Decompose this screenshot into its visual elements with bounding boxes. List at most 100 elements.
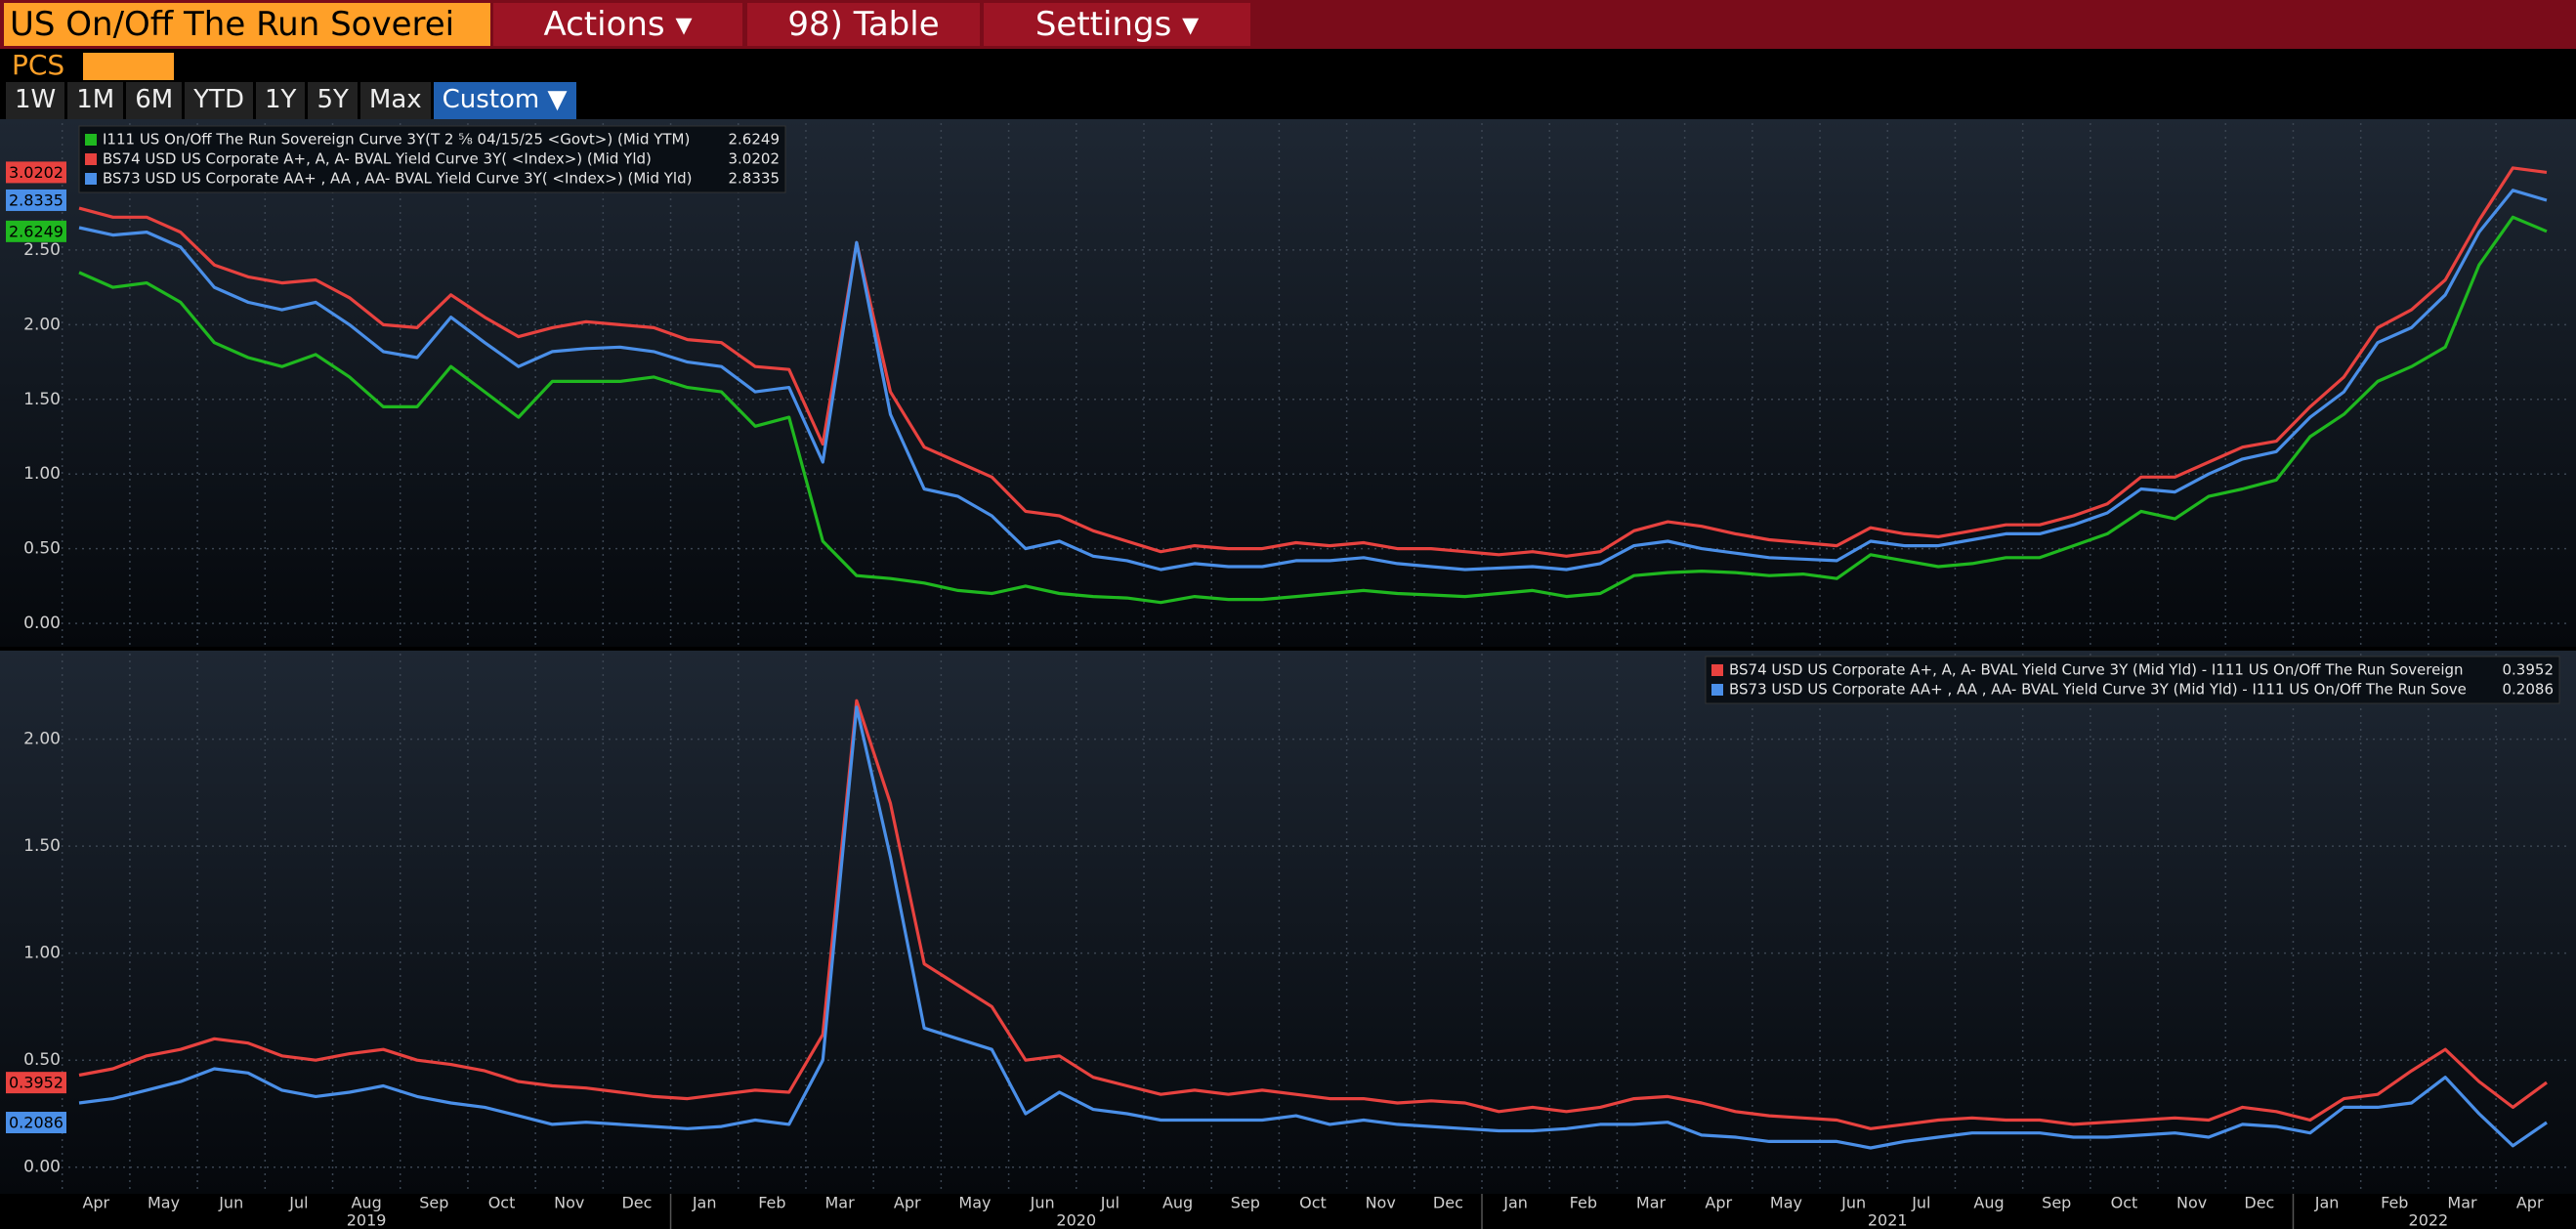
y-tick-label: 0.00 [23, 614, 61, 633]
x-tick-label: Jan [692, 1194, 717, 1212]
x-tick-label: Jun [1840, 1194, 1866, 1212]
last-value-label: 2.8335 [9, 191, 63, 209]
range-bar: 1W 1M 6M YTD 1Y 5Y Max Custom ▼ [0, 82, 2576, 119]
y-tick-label: 2.00 [23, 315, 61, 334]
x-tick-label: Aug [1973, 1194, 2004, 1212]
x-tick-label: Nov [554, 1194, 584, 1212]
range-button[interactable]: 5Y [308, 82, 358, 119]
last-value-label: 2.6249 [9, 222, 63, 240]
table-button[interactable]: 98) Table [747, 3, 980, 46]
pcs-bar: PCS [0, 49, 2576, 82]
legend-swatch [1711, 684, 1723, 696]
year-label: 2021 [1868, 1211, 1908, 1229]
range-button[interactable]: 6M [126, 82, 183, 119]
range-button-active[interactable]: Custom ▼ [433, 82, 576, 119]
legend-value: 2.6249 [729, 131, 781, 148]
x-tick-label: Sep [419, 1194, 448, 1212]
x-axis-band [0, 1194, 2576, 1229]
top-panel [0, 119, 2576, 647]
x-tick-label: Sep [2042, 1194, 2071, 1212]
x-tick-label: Nov [1366, 1194, 1396, 1212]
legend-swatch [1711, 664, 1723, 676]
x-tick-label: Apr [1705, 1194, 1732, 1212]
legend-swatch [85, 153, 97, 165]
x-tick-label: Feb [758, 1194, 785, 1212]
series-line [78, 215, 2548, 605]
x-tick-label: Jun [218, 1194, 243, 1212]
last-value-label: 0.2086 [9, 1114, 63, 1132]
y-tick-label: 2.50 [23, 240, 61, 260]
x-tick-label: Apr [2516, 1194, 2544, 1212]
legend-value: 3.0202 [729, 150, 781, 168]
series-line [78, 699, 2548, 1130]
year-label: 2020 [1056, 1211, 1096, 1229]
pcs-field[interactable] [83, 53, 174, 80]
range-button[interactable]: 1M [67, 82, 124, 119]
x-tick-label: Oct [2111, 1194, 2138, 1212]
series-line [78, 189, 2548, 572]
range-button[interactable]: 1W [6, 82, 65, 119]
last-value-tag [6, 1072, 66, 1094]
x-tick-label: Aug [1162, 1194, 1193, 1212]
title-bar: US On/Off The Run Soverei Actions ▾ 98) … [0, 0, 2576, 49]
settings-menu[interactable]: Settings ▾ [984, 3, 1250, 46]
x-tick-label: Mar [1636, 1194, 1667, 1212]
x-tick-label: Feb [1570, 1194, 1597, 1212]
y-tick-label: 2.00 [23, 730, 61, 749]
legend-label: BS74 USD US Corporate A+, A, A- BVAL Yie… [1729, 661, 2464, 679]
range-button[interactable]: Max [359, 82, 431, 119]
y-tick-label: 0.00 [23, 1158, 61, 1177]
y-tick-label: 1.50 [23, 390, 61, 409]
legend-label: BS73 USD US Corporate AA+ , AA , AA- BVA… [103, 170, 692, 188]
x-tick-label: Mar [824, 1194, 855, 1212]
x-tick-label: Oct [1299, 1194, 1327, 1212]
x-tick-label: Mar [2447, 1194, 2477, 1212]
legend-swatch [85, 134, 97, 146]
legend-box [78, 125, 786, 193]
legend-label: BS73 USD US Corporate AA+ , AA , AA- BVA… [1729, 681, 2467, 699]
x-tick-label: Dec [2244, 1194, 2274, 1212]
x-tick-label: Nov [2176, 1194, 2207, 1212]
last-value-tag [6, 220, 66, 242]
security-field[interactable]: US On/Off The Run Soverei [4, 3, 490, 46]
x-tick-label: Oct [488, 1194, 516, 1212]
x-tick-label: May [958, 1194, 991, 1212]
x-tick-label: Jul [288, 1194, 308, 1212]
legend-value: 2.8335 [729, 170, 781, 188]
x-tick-label: Aug [351, 1194, 381, 1212]
x-tick-label: Feb [2381, 1194, 2408, 1212]
last-value-tag [6, 189, 66, 211]
x-tick-label: Jul [1100, 1194, 1119, 1212]
y-tick-label: 1.00 [23, 944, 61, 963]
x-tick-label: Apr [894, 1194, 921, 1212]
legend-box [1705, 656, 2560, 704]
x-tick-label: Jun [1030, 1194, 1055, 1212]
series-line [78, 705, 2548, 1150]
x-tick-label: Jan [2314, 1194, 2340, 1212]
actions-menu[interactable]: Actions ▾ [493, 3, 742, 46]
series-line [78, 166, 2548, 558]
legend-label: BS74 USD US Corporate A+, A, A- BVAL Yie… [103, 150, 652, 168]
x-tick-label: Sep [1231, 1194, 1260, 1212]
legend-value: 0.2086 [2503, 681, 2555, 699]
last-value-label: 0.3952 [9, 1074, 63, 1092]
y-tick-label: 0.50 [23, 539, 61, 559]
y-tick-label: 0.50 [23, 1050, 61, 1070]
x-tick-label: Dec [1433, 1194, 1463, 1212]
legend-swatch [85, 173, 97, 185]
legend-label: I111 US On/Off The Run Sovereign Curve 3… [103, 131, 690, 148]
year-label: 2022 [2409, 1211, 2449, 1229]
x-tick-label: Jan [1502, 1194, 1528, 1212]
x-tick-label: May [1770, 1194, 1802, 1212]
range-button[interactable]: 1Y [256, 82, 306, 119]
pcs-label: PCS [12, 49, 65, 81]
bottom-panel [0, 651, 2576, 1194]
x-tick-label: May [148, 1194, 180, 1212]
x-tick-label: Jul [1911, 1194, 1930, 1212]
last-value-tag [6, 161, 66, 184]
x-tick-label: Dec [621, 1194, 652, 1212]
y-tick-label: 1.00 [23, 464, 61, 484]
range-button[interactable]: YTD [185, 82, 254, 119]
